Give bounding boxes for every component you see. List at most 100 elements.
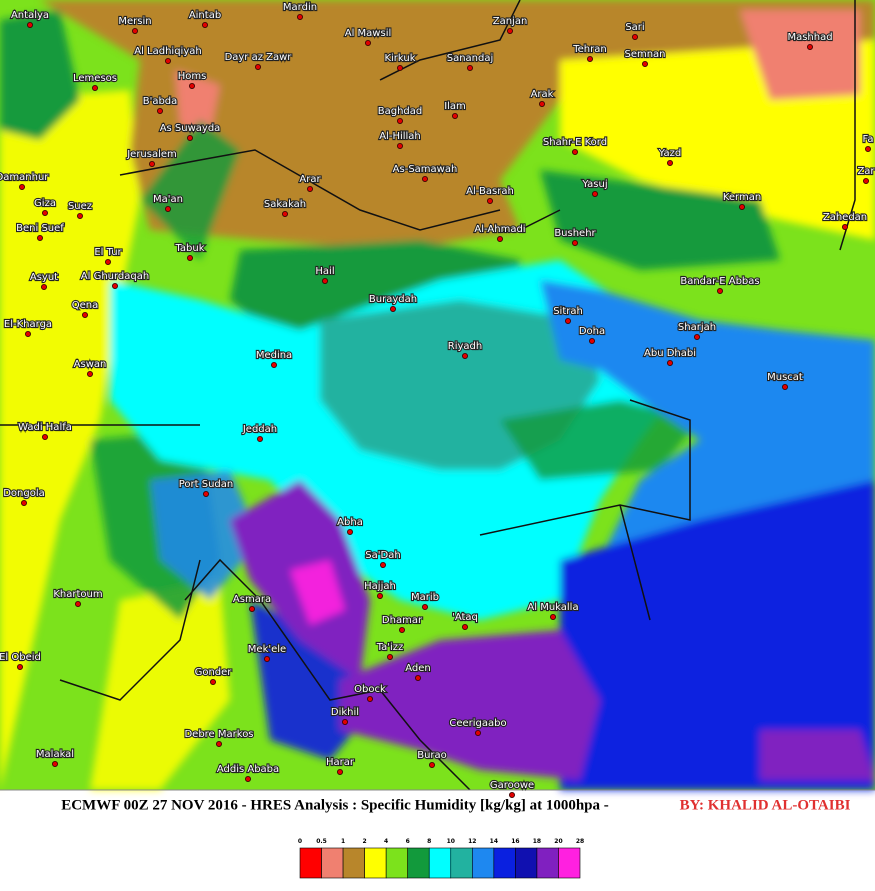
city-dot xyxy=(451,113,458,120)
colorbar: 0 0.5 1 2 4 6 8 10 12 14 16 18 20 28 xyxy=(298,838,584,879)
city-label: Baghdad xyxy=(378,106,423,117)
city-dot xyxy=(188,83,195,90)
colorbar-cell xyxy=(472,847,495,879)
colorbar-tick-label: 18 xyxy=(533,838,541,845)
city-dot xyxy=(87,370,94,377)
colorbar-cell xyxy=(558,847,581,879)
city-dot xyxy=(41,283,48,290)
colorbar-tick-label: 10 xyxy=(447,838,455,845)
city-dot xyxy=(587,56,594,63)
city-dot xyxy=(694,333,701,340)
colorbar-tick-label: 12 xyxy=(468,838,476,845)
city-dot xyxy=(248,606,255,613)
city-dot xyxy=(428,762,435,769)
city-label: Mardin xyxy=(283,2,317,13)
colorbar-tick-label: 1 xyxy=(341,838,345,845)
colorbar-cell xyxy=(321,847,344,879)
city-dot xyxy=(782,383,789,390)
city-dot xyxy=(461,352,468,359)
city-label: Jeddah xyxy=(242,424,277,435)
city-label: Giza xyxy=(34,198,56,209)
city-label: As Suwayda xyxy=(160,123,221,134)
city-label: El-Kharga xyxy=(4,319,52,330)
byline: BY: KHALID AL-OTAIBI xyxy=(680,797,851,813)
colorbar-tick-label: 28 xyxy=(576,838,584,845)
city-dot xyxy=(565,317,572,324)
city-label: Kirkuk xyxy=(384,53,415,64)
colorbar-tick-label: 0 xyxy=(298,838,302,845)
city-label: Sa'Dah xyxy=(365,550,400,561)
city-dot xyxy=(42,433,49,440)
city-label: Fa xyxy=(863,134,874,145)
city-label: Aden xyxy=(405,663,431,674)
city-dot xyxy=(486,197,493,204)
city-label: Dhamar xyxy=(382,615,423,626)
city-label: Al Mawsil xyxy=(345,28,392,39)
city-label: Ilam xyxy=(444,101,466,112)
city-dot xyxy=(215,741,222,748)
city-dot xyxy=(364,40,371,47)
city-dot xyxy=(75,601,82,608)
city-dot xyxy=(592,190,599,197)
city-dot xyxy=(421,175,428,182)
city-label: Hail xyxy=(315,266,334,277)
city-dot xyxy=(18,183,25,190)
city-dot xyxy=(396,142,403,149)
city-dot xyxy=(281,210,288,217)
city-label: Medina xyxy=(256,350,292,361)
city-label: Addis Ababa xyxy=(217,764,279,775)
city-dot xyxy=(863,177,870,184)
city-label: Kerman xyxy=(723,192,761,203)
city-dot xyxy=(321,277,328,284)
city-label: Dikhil xyxy=(331,707,359,718)
colorbar-cell xyxy=(536,847,559,879)
city-dot xyxy=(148,160,155,167)
city-label: Marib xyxy=(411,592,439,603)
city-dot xyxy=(667,159,674,166)
city-dot xyxy=(306,185,313,192)
map-title: ECMWF 00Z 27 NOV 2016 - HRES Analysis : … xyxy=(61,797,609,813)
city-dot xyxy=(398,627,405,634)
city-dot xyxy=(396,65,403,72)
city-label: Asmara xyxy=(233,594,271,605)
colorbar-cell xyxy=(450,847,473,879)
city-dot xyxy=(496,235,503,242)
city-dot xyxy=(461,624,468,631)
city-label: Ta'izz xyxy=(376,642,404,653)
city-dot xyxy=(642,61,649,68)
city-dot xyxy=(209,679,216,686)
city-dot xyxy=(336,769,343,776)
city-label: Port Sudan xyxy=(179,479,234,490)
city-label: Aswan xyxy=(74,359,107,370)
city-dot xyxy=(842,223,849,230)
city-label: Yasuj xyxy=(581,179,607,190)
city-dot xyxy=(131,27,138,34)
city-dot xyxy=(164,58,171,65)
city-label: Jerusalem xyxy=(126,149,177,160)
city-label: Damanhur xyxy=(0,172,49,183)
city-label: As-Samawah xyxy=(393,164,458,175)
city-label: Al-Basrah xyxy=(466,186,514,197)
city-dot xyxy=(164,205,171,212)
city-label: Burao xyxy=(417,750,447,761)
city-label: Asyut xyxy=(30,272,58,283)
city-label: Malakal xyxy=(36,749,74,760)
city-label: Ceerigaabo xyxy=(449,718,506,729)
city-dot xyxy=(865,145,872,152)
city-label: Sanandaj xyxy=(447,53,494,64)
city-dot xyxy=(24,330,31,337)
city-label: Riyadh xyxy=(448,341,482,352)
city-dot xyxy=(589,337,596,344)
city-label: Bandar-E Abbas xyxy=(680,276,759,287)
city-label: Al-Ahmadi xyxy=(474,224,525,235)
city-label: Sharjah xyxy=(678,322,716,333)
colorbar-cell xyxy=(428,847,452,879)
city-dot xyxy=(254,64,261,71)
city-dot xyxy=(807,44,814,51)
city-dot xyxy=(186,134,193,141)
colorbar-cell xyxy=(364,847,387,879)
city-label: Garoowe xyxy=(490,780,534,791)
city-dot xyxy=(186,254,193,261)
city-label: Sitrah xyxy=(553,306,583,317)
city-label: Dayr az Zawr xyxy=(225,52,293,63)
